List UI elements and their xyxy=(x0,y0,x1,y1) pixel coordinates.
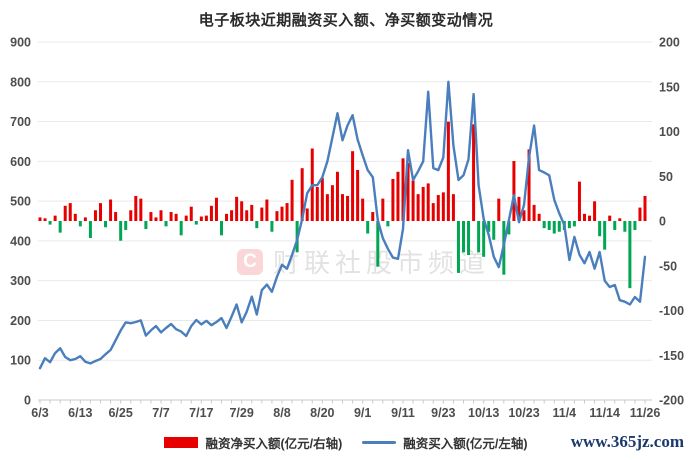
svg-text:6/13: 6/13 xyxy=(68,406,92,420)
cailianshe-logo-icon: C xyxy=(237,248,263,275)
svg-text:6/25: 6/25 xyxy=(108,406,132,420)
right-axis-labels: -200 -150 -100 -50 0 50 100 150 200 xyxy=(659,36,684,408)
legend: 融资净买入额(亿元/右轴) 融资买入额(亿元/左轴) xyxy=(0,433,692,452)
svg-text:0: 0 xyxy=(24,394,31,408)
svg-text:500: 500 xyxy=(10,195,31,209)
legend-item-net-buy[interactable]: 融资净买入额(亿元/右轴) xyxy=(164,433,342,452)
svg-text:900: 900 xyxy=(10,36,31,50)
left-axis-labels: 0 100 200 300 400 500 600 700 800 900 xyxy=(10,36,31,408)
svg-text:400: 400 xyxy=(10,234,31,248)
svg-text:11/26: 11/26 xyxy=(630,406,661,420)
svg-text:-100: -100 xyxy=(659,304,684,318)
svg-text:8/20: 8/20 xyxy=(310,406,334,420)
x-axis-ticks xyxy=(39,400,646,404)
svg-text:10/23: 10/23 xyxy=(508,406,539,420)
chart-plot: 0100200300400500600700800900-200-150-100… xyxy=(10,36,684,421)
svg-text:11/14: 11/14 xyxy=(589,406,620,420)
svg-text:7/17: 7/17 xyxy=(189,406,213,420)
site-link[interactable]: www.365jz.com xyxy=(570,432,684,451)
net-buy-bars xyxy=(38,121,647,289)
svg-text:150: 150 xyxy=(659,80,680,94)
x-axis-labels: 6/3 6/13 6/25 7/7 7/17 7/29 8/8 8/20 9/1 9/11 9/23… xyxy=(31,406,660,420)
buy-line-swatch-icon xyxy=(362,440,397,445)
svg-text:11/4: 11/4 xyxy=(553,406,577,420)
svg-text:600: 600 xyxy=(10,155,31,169)
svg-text:9/23: 9/23 xyxy=(431,406,455,420)
svg-text:7/7: 7/7 xyxy=(152,406,169,420)
svg-text:-50: -50 xyxy=(659,259,677,273)
svg-text:300: 300 xyxy=(10,274,31,288)
svg-text:100: 100 xyxy=(10,354,31,368)
svg-text:800: 800 xyxy=(10,75,31,89)
net-buy-bar-swatch-icon xyxy=(164,437,199,448)
legend-buy-label: 融资买入额(亿元/左轴) xyxy=(403,437,528,451)
svg-text:100: 100 xyxy=(659,125,680,139)
svg-text:700: 700 xyxy=(10,115,31,129)
svg-text:0: 0 xyxy=(659,215,666,229)
gridlines xyxy=(38,41,652,401)
svg-text:8/8: 8/8 xyxy=(273,406,290,420)
svg-text:-200: -200 xyxy=(659,394,684,408)
legend-item-buy[interactable]: 融资买入额(亿元/左轴) xyxy=(362,433,528,452)
svg-text:200: 200 xyxy=(659,36,680,50)
svg-text:7/29: 7/29 xyxy=(229,406,253,420)
buy-amount-line xyxy=(38,80,647,370)
svg-text:6/3: 6/3 xyxy=(31,406,48,420)
svg-text:9/1: 9/1 xyxy=(354,406,371,420)
svg-text:200: 200 xyxy=(10,314,31,328)
svg-text:10/13: 10/13 xyxy=(468,406,499,420)
chart-title: 电子板块近期融资买入额、净买额变动情况 xyxy=(198,12,494,29)
svg-text:50: 50 xyxy=(659,170,673,184)
svg-text:9/11: 9/11 xyxy=(391,406,415,420)
legend-net-buy-label: 融资净买入额(亿元/右轴) xyxy=(205,437,343,451)
svg-text:-150: -150 xyxy=(659,349,684,363)
